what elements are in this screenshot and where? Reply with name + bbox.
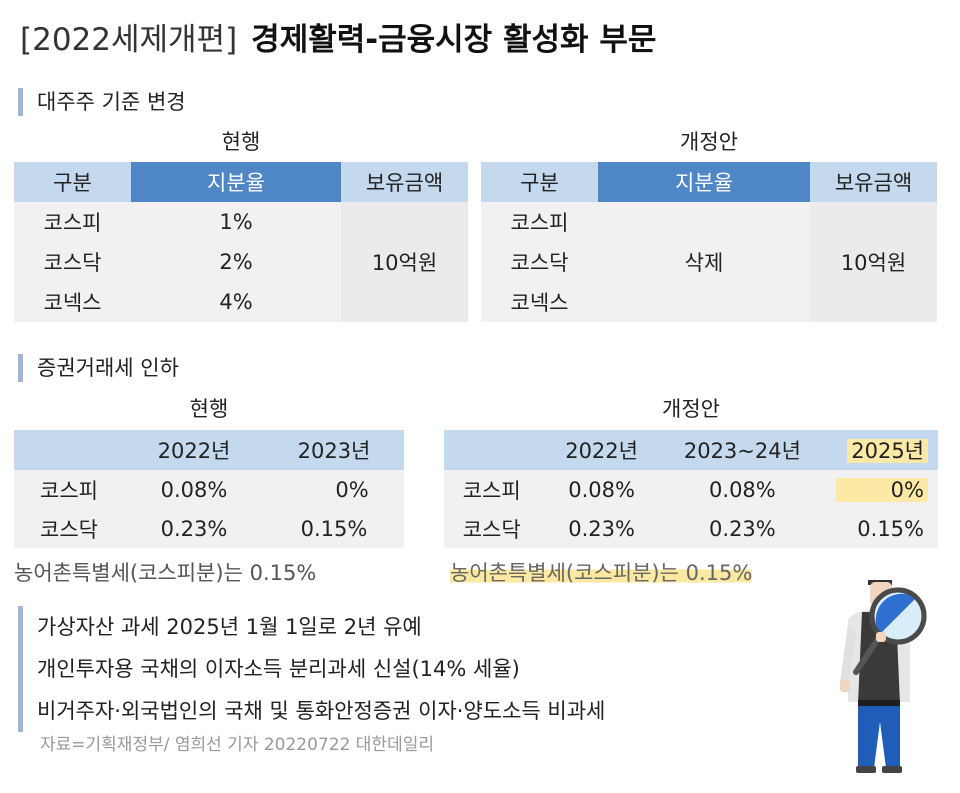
table-row: 코스닥 0.23% 0.15% xyxy=(14,509,404,548)
header-amount: 보유금액 xyxy=(341,162,468,202)
section1-proposal-caption: 개정안 xyxy=(680,130,738,154)
section3-list: 가상자산 과세 2025년 1월 1일로 2년 유예 개인투자용 국채의 이자소… xyxy=(18,606,605,732)
section1-proposal-table: 구분 지분율 보유금액 코스피 삭제 10억원 코스닥 코넥스 xyxy=(481,162,937,322)
header-2022: 2022년 xyxy=(565,439,638,463)
row-name: 코스닥 xyxy=(43,251,102,275)
row-ratio: 2% xyxy=(219,250,253,274)
row-name: 코스닥 xyxy=(510,251,569,275)
row-name: 코넥스 xyxy=(510,291,569,315)
header-2025: 2025년 xyxy=(847,439,928,463)
section2-proposal-table: 2022년 2023~24년 2025년 코스피 0.08% 0.08% 0% … xyxy=(444,430,938,548)
amount-cell: 10억원 xyxy=(341,202,468,322)
cell-2023: 0% xyxy=(335,477,369,502)
page-title: [2022세제개편] 경제활력-금융시장 활성화 부문 xyxy=(20,14,656,59)
row-name: 코스피 xyxy=(40,478,98,503)
source-credit: 자료=기획재정부/ 염희선 기자 20220722 대한데일리 xyxy=(40,735,434,755)
table-row: 코스피 삭제 10억원 xyxy=(481,202,937,322)
row-name: 코스닥 xyxy=(40,517,98,542)
header-category: 구분 xyxy=(14,162,131,202)
list-item: 개인투자용 국채의 이자소득 분리과세 신설(14% 세율) xyxy=(37,657,520,681)
section1-current-table: 구분 지분율 보유금액 코스피 1% 10억원 코스닥 2% 코넥스 4% xyxy=(14,162,468,322)
row-name: 코넥스 xyxy=(43,291,102,315)
table-row: 코스피 0.08% 0.08% 0% xyxy=(444,470,938,509)
cell-2025: 0.15% xyxy=(857,516,924,541)
section2-current-note: 농어촌특별세(코스피분)는 0.15% xyxy=(14,561,317,585)
title-main: 경제활력-금융시장 활성화 부문 xyxy=(251,22,657,58)
row-ratio: 4% xyxy=(219,290,253,314)
row-ratio: 1% xyxy=(219,210,253,234)
amount-cell: 10억원 xyxy=(810,202,937,322)
header-2023-24: 2023~24년 xyxy=(683,439,801,463)
cell-2022: 0.08% xyxy=(568,477,635,502)
header-2022: 2022년 xyxy=(157,439,231,463)
cell-2022: 0.08% xyxy=(160,477,228,502)
section2-proposal-caption: 개정안 xyxy=(662,397,720,421)
section2-current-table: 2022년 2023년 코스피 0.08% 0% 코스닥 0.23% 0.15% xyxy=(14,430,404,548)
header-ratio: 지분율 xyxy=(131,162,341,202)
cell-2023: 0.15% xyxy=(300,516,368,541)
header-blank xyxy=(444,430,539,470)
header-ratio: 지분율 xyxy=(598,162,810,202)
table-row: 코스피 1% 10억원 xyxy=(14,202,468,322)
man-with-magnifier-illustration xyxy=(840,580,927,773)
row-name: 코스피 xyxy=(43,211,102,235)
row-name: 코스닥 xyxy=(462,517,521,542)
section1-current-caption: 현행 xyxy=(221,130,261,154)
list-item: 비거주자·외국법인의 국채 및 통화안정증권 이자·양도소득 비과세 xyxy=(37,699,606,723)
header-category: 구분 xyxy=(481,162,598,202)
row-name: 코스피 xyxy=(462,478,521,503)
header-amount: 보유금액 xyxy=(810,162,937,202)
section1-heading: 대주주 기준 변경 xyxy=(18,88,186,116)
cell-2023-24: 0.08% xyxy=(709,477,776,502)
section2-current-caption: 현행 xyxy=(189,397,229,421)
cell-2022: 0.23% xyxy=(568,516,635,541)
title-prefix: [2022세제개편] xyxy=(20,22,238,58)
section2-heading: 증권거래세 인하 xyxy=(18,354,179,382)
header-blank xyxy=(14,430,124,470)
section2-proposal-note: 농어촌특별세(코스피분)는 0.15% xyxy=(450,561,753,585)
row-name: 코스피 xyxy=(510,211,569,235)
cell-2022: 0.23% xyxy=(160,516,228,541)
list-item: 가상자산 과세 2025년 1월 1일로 2년 유예 xyxy=(37,615,422,639)
cell-2025: 0% xyxy=(836,477,928,502)
header-2023: 2023년 xyxy=(297,439,371,463)
table-row: 코스피 0.08% 0% xyxy=(14,470,404,509)
ratio-cell: 삭제 xyxy=(684,251,724,275)
cell-2023-24: 0.23% xyxy=(709,516,776,541)
table-row: 코스닥 0.23% 0.23% 0.15% xyxy=(444,509,938,548)
